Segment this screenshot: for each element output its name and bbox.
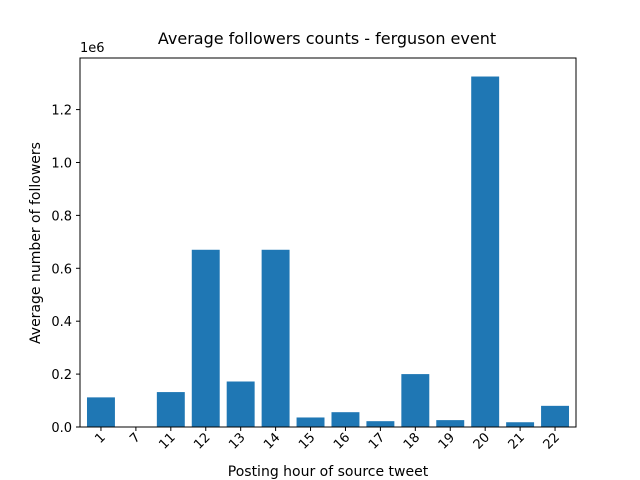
plot-frame <box>80 58 576 427</box>
y-tick-label: 1.0 <box>51 156 72 171</box>
x-tick-label: 16 <box>331 430 353 452</box>
y-tick-label: 0.6 <box>51 262 72 277</box>
y-tick-label: 0.2 <box>51 368 72 383</box>
bars-group <box>87 77 569 427</box>
x-tick-label: 21 <box>506 430 528 452</box>
x-tick-label: 14 <box>261 430 283 452</box>
x-tick-label: 18 <box>401 430 423 452</box>
bar-hour-16 <box>331 412 359 427</box>
x-tick-label: 17 <box>366 430 388 452</box>
x-tick-label: 20 <box>471 430 493 452</box>
bar-hour-15 <box>297 417 325 427</box>
x-axis-ticks: 1 7 11 12 13 14 15 16 17 18 19 20 21 22 <box>92 427 563 453</box>
chart-title: Average followers counts - ferguson even… <box>158 29 496 48</box>
x-tick-label: 15 <box>296 430 318 452</box>
x-tick-label: 19 <box>436 430 458 452</box>
y-axis-ticks: 0.0 0.2 0.4 0.6 0.8 1.0 1.2 <box>51 104 80 436</box>
x-tick-label: 11 <box>156 430 178 452</box>
bar-hour-19 <box>436 420 464 427</box>
bar-hour-17 <box>366 421 394 427</box>
x-tick-label: 1 <box>92 430 108 446</box>
y-tick-label: 0.4 <box>51 315 72 330</box>
y-axis-label: Average number of followers <box>28 142 44 344</box>
y-tick-label: 0.8 <box>51 209 72 224</box>
bar-hour-13 <box>227 382 255 428</box>
bar-hour-14 <box>262 250 290 427</box>
x-tick-label: 22 <box>541 430 563 452</box>
y-offset-label: 1e6 <box>80 41 105 56</box>
bar-hour-18 <box>401 374 429 427</box>
bar-hour-12 <box>192 250 220 427</box>
x-tick-label: 7 <box>127 430 143 446</box>
x-axis-label: Posting hour of source tweet <box>228 464 429 480</box>
x-tick-label: 12 <box>191 430 213 452</box>
x-tick-label: 13 <box>226 430 248 452</box>
y-tick-label: 1.2 <box>51 104 72 119</box>
bar-hour-1 <box>87 397 115 427</box>
bar-hour-22 <box>541 406 569 427</box>
y-tick-label: 0.0 <box>51 421 72 436</box>
bar-hour-20 <box>471 77 499 427</box>
bar-hour-21 <box>506 422 534 427</box>
bar-hour-11 <box>157 392 185 427</box>
